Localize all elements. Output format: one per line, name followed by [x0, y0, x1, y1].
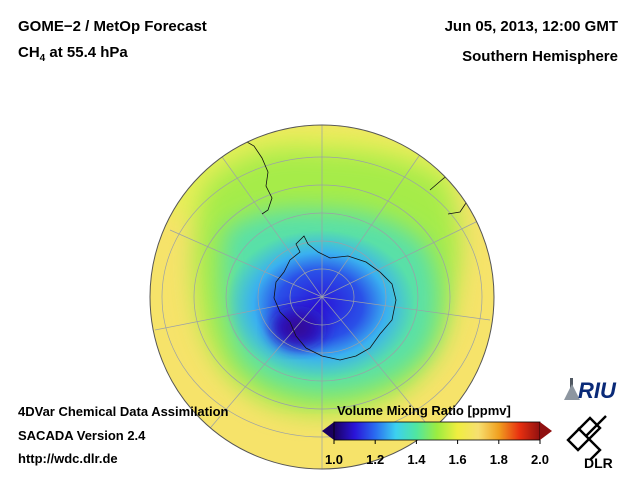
colorbar-title: Volume Mixing Ratio [ppmv] [337, 403, 511, 418]
footer-line-1: 4DVar Chemical Data Assimilation [18, 404, 229, 419]
species-subscript: 4 [39, 53, 46, 64]
antarctica-coast [273, 235, 397, 361]
footer-url: http://wdc.dlr.de [18, 451, 118, 466]
colorbar-tick-label: 2.0 [531, 452, 549, 467]
colorbar-tick-label: 1.2 [366, 452, 384, 467]
field-blue-core [225, 230, 415, 380]
colorbar-tick-label: 1.0 [325, 452, 343, 467]
riu-logo-peak [564, 384, 580, 400]
field-deep-minimum [264, 302, 332, 354]
page-title: GOME−2 / MetOp Forecast [18, 18, 207, 35]
dlr-logo-text: DLR [584, 455, 613, 470]
colorbar-max-arrow [540, 422, 552, 440]
colorbar-min-arrow [322, 422, 334, 440]
graticule [154, 125, 491, 469]
dlr-logo-emblem [566, 415, 607, 461]
colorbar-tick-label: 1.8 [490, 452, 508, 467]
colorbar-tick-label: 1.4 [407, 452, 426, 467]
species-pressure: at 55.4 hPa [45, 44, 128, 61]
riu-logo-text: RIU [578, 378, 617, 403]
globe-outline [149, 124, 495, 470]
colorbar-tick-label: 1.6 [449, 452, 467, 467]
species-label: CH4 at 55.4 hPa [18, 44, 128, 64]
dlr-logo: DLR [566, 415, 613, 470]
colorbar: 1.0 1.2 1.4 1.6 1.8 2.0 [322, 421, 552, 467]
species-formula: CH [18, 44, 40, 61]
colorbar-ramp [333, 421, 541, 441]
riu-logo: RIU [564, 378, 617, 403]
date-label: Jun 05, 2013, 12:00 GMT [444, 18, 618, 35]
footer-line-2: SACADA Version 2.4 [18, 428, 146, 443]
hemisphere-label: Southern Hemisphere [462, 48, 618, 65]
